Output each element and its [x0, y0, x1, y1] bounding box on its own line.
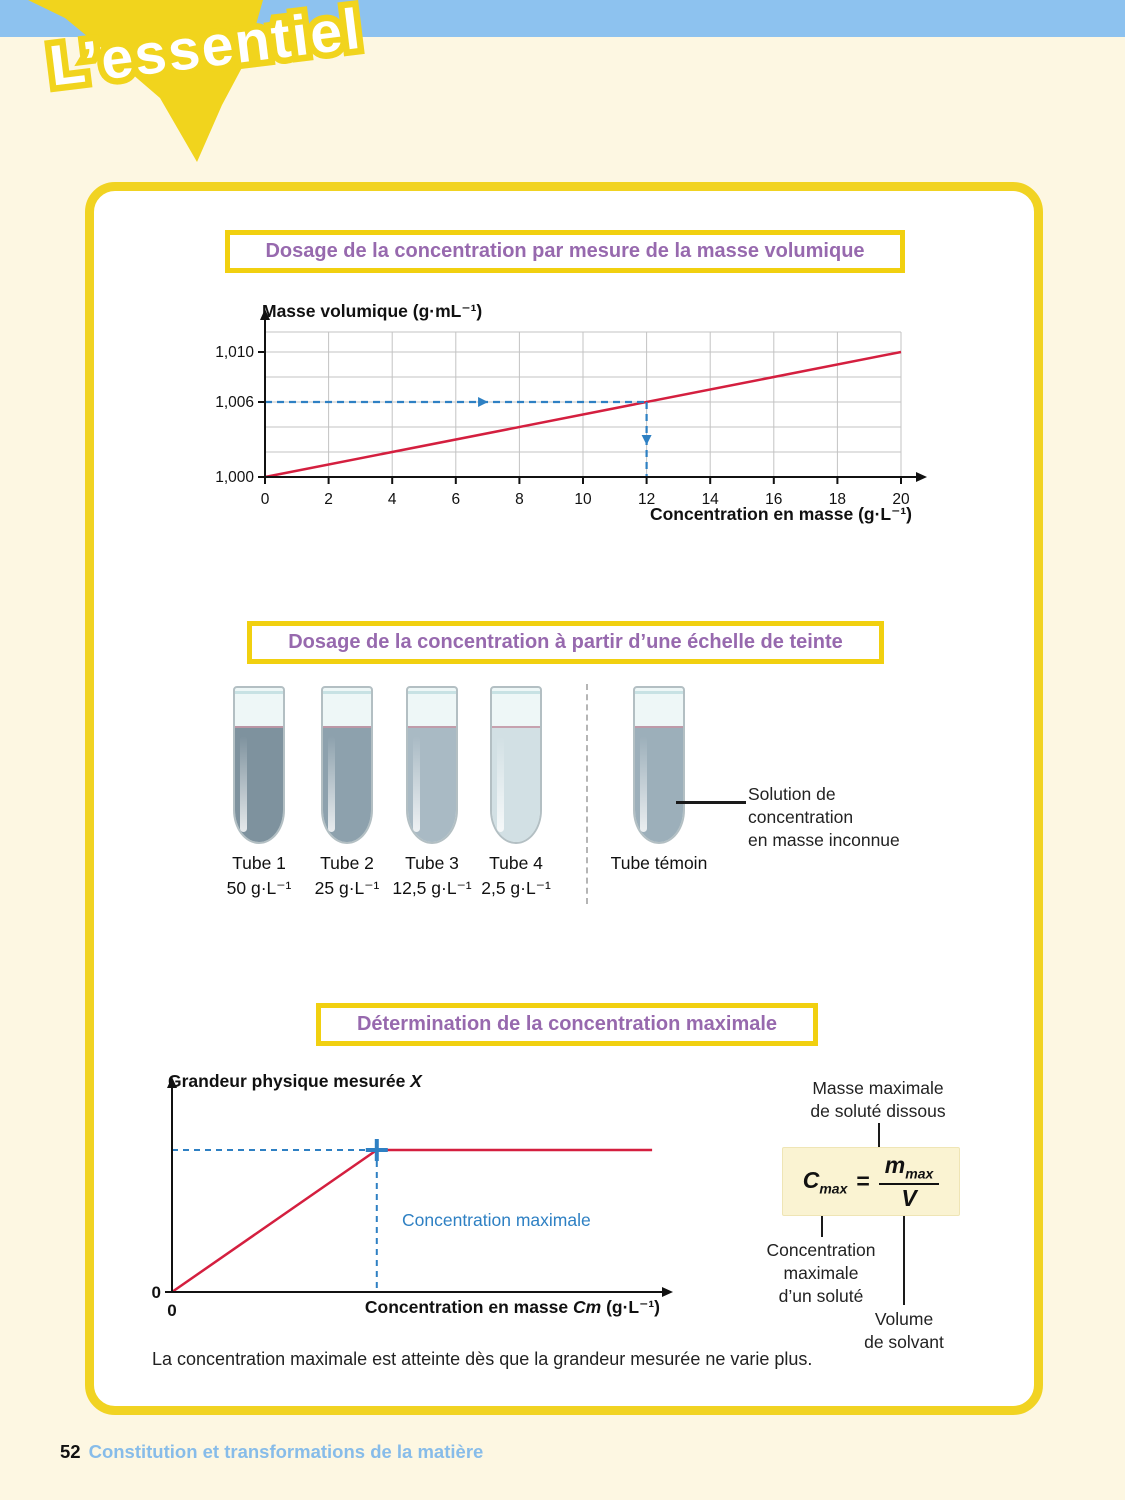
svg-text:6: 6: [451, 491, 460, 508]
tube-4-concentration: 2,5 g·L⁻¹: [481, 878, 551, 898]
formula-m: m: [884, 1151, 906, 1178]
svg-text:10: 10: [574, 491, 592, 508]
svg-text:4: 4: [388, 491, 397, 508]
annotation-pointer-line: [676, 801, 746, 804]
tube-2-label: Tube 2 25 g·L⁻¹: [277, 851, 417, 901]
chart2-y-title-text: Grandeur physique mesurée: [168, 1071, 411, 1091]
chart2-y-axis-title: Grandeur physique mesurée X: [168, 1071, 422, 1092]
tube-4-highlight: [497, 736, 504, 832]
formula-label-volume: Volume de solvant: [844, 1308, 964, 1354]
formula-C-sub: max: [819, 1180, 848, 1197]
svg-text:1,000: 1,000: [215, 469, 254, 486]
annotation-line-3: en masse inconnue: [748, 830, 900, 850]
page-footer: 52 Constitution et transformations de la …: [60, 1441, 483, 1463]
tube-temoin-label: Tube témoin: [589, 851, 729, 876]
svg-text:0: 0: [261, 491, 270, 508]
section-title-concentration-maximale: Détermination de la concentration maxima…: [316, 1003, 818, 1046]
tube-4-label: Tube 4 2,5 g·L⁻¹: [446, 851, 586, 901]
chart2-x-title-unit: (g·L⁻¹): [601, 1297, 660, 1317]
label-conc-max-line-1: Concentration: [766, 1240, 876, 1260]
chapter-title: Constitution et transformations de la ma…: [88, 1441, 484, 1462]
test-tube-temoin: [633, 686, 685, 844]
tube-3-name: Tube 3: [405, 853, 459, 873]
svg-text:14: 14: [702, 491, 720, 508]
svg-text:0: 0: [167, 1301, 176, 1316]
tube-2-highlight: [328, 736, 335, 832]
page-number: 52: [60, 1441, 81, 1462]
concentration-maximale-annotation: Concentration maximale: [402, 1210, 591, 1230]
label-conc-max-line-2: maximale: [783, 1263, 859, 1283]
formula-C: C: [802, 1166, 820, 1193]
svg-text:2: 2: [324, 491, 333, 508]
svg-text:1,006: 1,006: [215, 394, 254, 411]
tube-2-concentration: 25 g·L⁻¹: [314, 878, 380, 898]
tube-1-label: Tube 1 50 g·L⁻¹: [189, 851, 329, 901]
label-masse-maximale-line-2: de soluté dissous: [810, 1101, 946, 1121]
formula-equals: =: [856, 1168, 870, 1194]
tubes-separator-dashed-line: [586, 684, 588, 904]
svg-text:0: 0: [152, 1283, 161, 1302]
formula-label-masse-maximale: Masse maximale de soluté dissous: [788, 1077, 968, 1123]
annotation-line-2: concentration: [748, 807, 854, 827]
tube-4-name: Tube 4: [489, 853, 543, 873]
tube-3-highlight: [413, 736, 420, 832]
svg-text:1,010: 1,010: [215, 344, 254, 361]
tube-2-name: Tube 2: [320, 853, 374, 873]
connector-concentration-maximale: [821, 1216, 823, 1237]
svg-text:16: 16: [765, 491, 782, 508]
formula-m-sub: max: [905, 1165, 934, 1182]
tube-1-name: Tube 1: [232, 853, 286, 873]
formula-denominator: V: [901, 1185, 917, 1212]
formula-cmax: Cmax = mmax V: [782, 1147, 960, 1216]
tube-3-label: Tube 3 12,5 g·L⁻¹: [362, 851, 502, 901]
tube-3-concentration: 12,5 g·L⁻¹: [392, 878, 472, 898]
label-masse-maximale-line-1: Masse maximale: [812, 1078, 944, 1098]
section-title-masse-volumique: Dosage de la concentration par mesure de…: [225, 230, 905, 273]
unknown-solution-annotation: Solution de concentration en masse incon…: [748, 783, 900, 852]
svg-text:12: 12: [638, 491, 655, 508]
label-volume-line-1: Volume: [874, 1309, 934, 1329]
tube-1-concentration: 50 g·L⁻¹: [226, 878, 292, 898]
formula-label-concentration-maximale: Concentration maximale d’un soluté: [746, 1239, 896, 1308]
label-conc-max-line-3: d’un soluté: [778, 1286, 864, 1306]
chart2-y-title-symbol: X: [410, 1071, 422, 1091]
connector-masse-maximale: [878, 1123, 880, 1148]
formula-lhs: Cmax: [803, 1167, 848, 1197]
label-volume-line-2: de solvant: [864, 1332, 944, 1352]
connector-volume: [903, 1216, 905, 1305]
svg-text:18: 18: [829, 491, 846, 508]
chart2-x-title-text: Concentration en masse: [364, 1297, 573, 1317]
chart1-y-axis-title: Masse volumique (g·mL⁻¹): [262, 301, 483, 321]
chart2-x-title-symbol: Cm: [573, 1297, 602, 1317]
svg-text:8: 8: [515, 491, 524, 508]
chart-masse-volumique: 1,000 1,006 1,010 0 2 4 6 8 10 12 14 16 18 20: [210, 300, 930, 512]
chart1-x-axis-title: Concentration en masse (g·L⁻¹): [649, 504, 912, 524]
formula-fraction: mmax V: [878, 1151, 940, 1212]
chart2-x-axis-title: Concentration en masse Cm (g·L⁻¹): [360, 1297, 660, 1318]
test-tube-2: [321, 686, 373, 844]
test-tube-3: [406, 686, 458, 844]
formula-numerator: mmax: [878, 1151, 940, 1186]
section-title-echelle-teinte: Dosage de la concentration à partir d’un…: [247, 621, 884, 664]
svg-text:20: 20: [892, 491, 910, 508]
section3-caption: La concentration maximale est atteinte d…: [152, 1349, 813, 1369]
test-tube-4: [490, 686, 542, 844]
tube-temoin-name: Tube témoin: [610, 853, 708, 873]
annotation-line-1: Solution de: [748, 784, 836, 804]
test-tube-1: [233, 686, 285, 844]
tube-temoin-highlight: [640, 736, 647, 832]
tube-1-highlight: [240, 736, 247, 832]
